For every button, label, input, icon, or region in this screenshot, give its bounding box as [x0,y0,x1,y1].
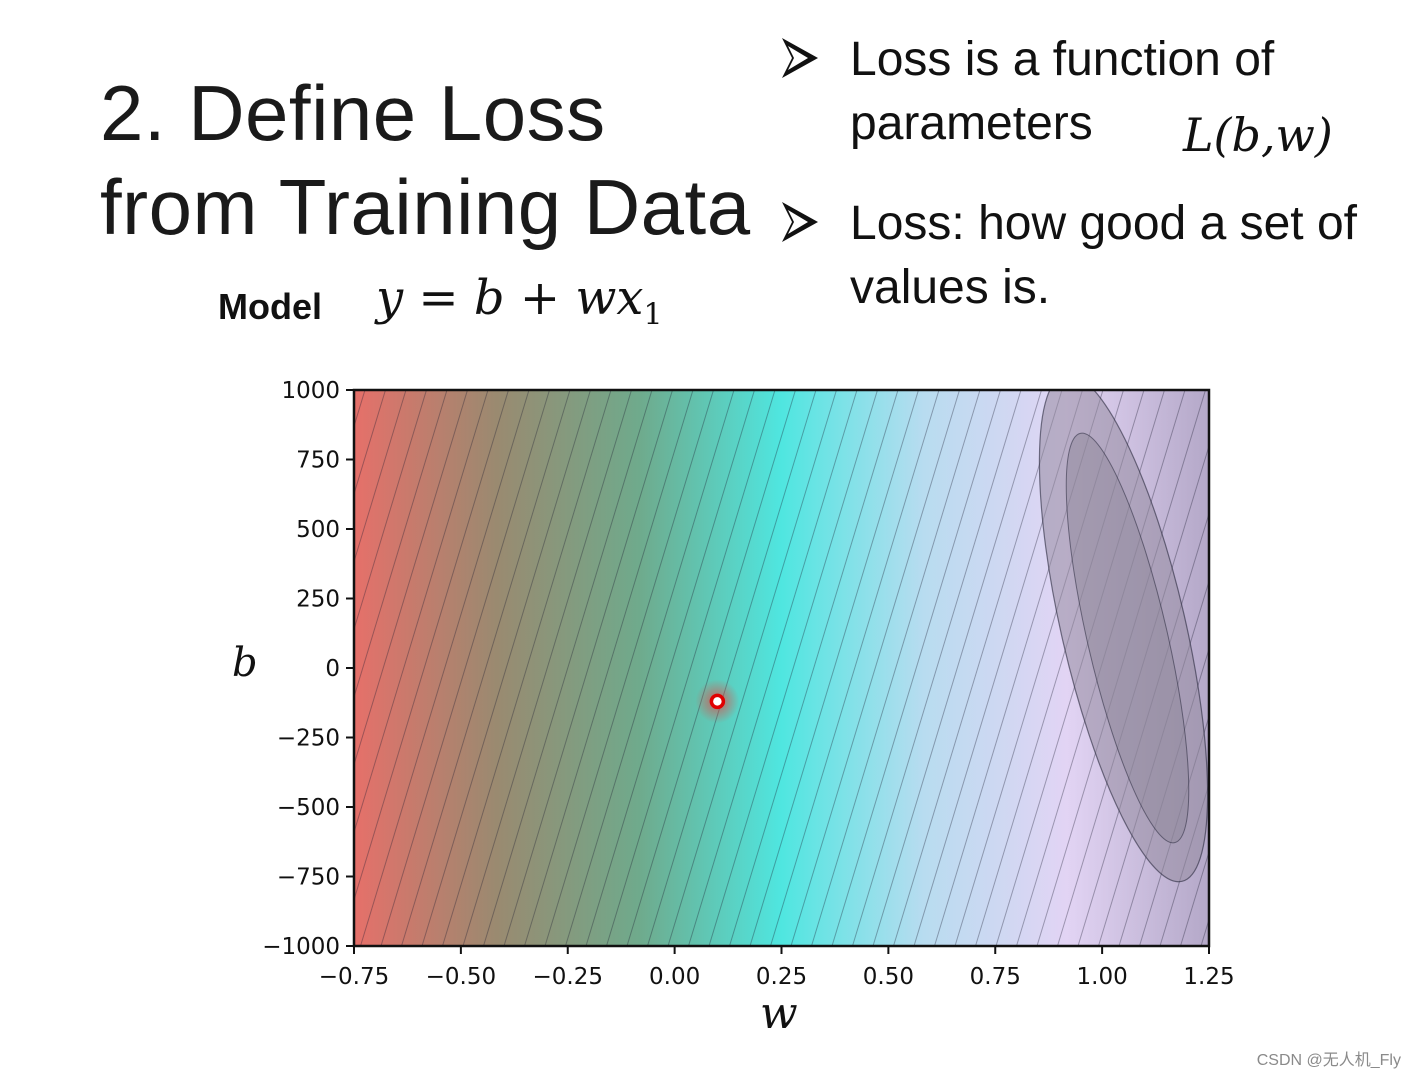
contour-line [354,390,448,699]
bullet-loss-meaning: Loss: how good a set of values is. [780,192,1400,320]
minimum-region [1038,390,1209,883]
slide-title-line2: from Training Data [100,163,751,251]
marker-layer [695,679,740,724]
y-tick-label: −250 [277,726,340,752]
x-tick-label: 0.00 [649,964,700,990]
contour-line [354,390,468,767]
model-label: Model [218,286,322,327]
contour-line [354,390,386,496]
contour-line [380,390,550,946]
x-axis: −0.75 −0.50 −0.25 0.00 0.25 0.50 0.75 1.00 1.25 [319,946,1235,990]
contour-line [354,390,489,834]
contour-line [770,390,940,946]
model-equation: y = b + wx1 [376,270,663,333]
x-tick-label: −0.75 [319,964,389,990]
contour-line [354,390,427,631]
contour-line [626,390,796,946]
contour-line [606,390,776,946]
y-tick-label: 500 [296,517,340,543]
contour-line [401,390,571,946]
contour-line [811,390,981,946]
contour-line [749,390,919,946]
contour-line [667,390,837,946]
contour-lines [115,390,1410,946]
contour-line [483,390,653,946]
contour-line [790,390,960,946]
contour-line [354,390,407,564]
current-parameter-marker [709,693,726,710]
contour-line [115,390,283,946]
bullet-list: Loss is a function of parameters Loss: h… [780,28,1400,320]
y-tick-label: 0 [325,656,340,682]
x-axis-label: w [760,988,798,1039]
minimum-contour-inner [1065,432,1190,844]
y-tick-label: 1000 [281,378,340,404]
y-axis: 1000 750 500 250 0 −250 −500 −750 −1000 [262,378,354,960]
x-tick-label: −0.25 [533,964,603,990]
arrow-bullet-icon [782,38,818,78]
contour-line [1222,390,1390,946]
loss-formula: L(b,w) [1183,108,1333,162]
contour-line [1200,917,1209,946]
y-tick-label: 250 [296,587,340,613]
contour-line [729,390,899,946]
bullet-text: Loss: how good a set of [850,197,1357,250]
arrow-bullet-icon [782,202,818,242]
contour-line [354,390,509,902]
contour-line [503,390,673,946]
contour-line [852,390,1022,946]
y-tick-label: −500 [277,795,340,821]
x-tick-label: 0.75 [970,964,1021,990]
contour-line [565,390,735,946]
bullet-text: parameters [850,97,1093,150]
model-equation-main: y = b + wx [376,270,644,326]
x-tick-label: 1.25 [1183,964,1234,990]
x-tick-label: 0.50 [863,964,914,990]
contour-line [708,390,878,946]
contour-line [524,390,694,946]
bullet-text: values is. [850,261,1051,314]
bullet-loss-function: Loss is a function of parameters [780,28,1400,156]
plot-area [115,390,1410,946]
contour-line [872,390,1042,946]
bullet-text: Loss is a function of [850,33,1275,86]
slide-title-line1: 2. Define Loss [100,69,606,157]
contour-line [831,390,1001,946]
watermark: CSDN @无人机_Fly [1256,1052,1401,1069]
contour-line [462,390,632,946]
x-tick-label: 0.25 [756,964,807,990]
y-tick-label: −750 [277,865,340,891]
contour-line [893,390,1063,946]
contour-line [688,390,858,946]
slide-title: 2. Define Loss from Training Data [100,66,751,254]
contour-line [360,390,530,946]
x-tick-label: 1.00 [1077,964,1128,990]
contour-line [421,390,591,946]
y-tick-label: 750 [296,448,340,474]
y-axis-label: b [232,640,258,686]
x-tick-label: −0.50 [426,964,496,990]
contour-line [442,390,612,946]
y-tick-label: −1000 [262,934,340,960]
contour-line [1242,390,1410,946]
minimum-contour-outer [1038,390,1209,883]
contour-line [135,390,303,946]
contour-line [647,390,817,946]
contour-line [585,390,755,946]
model-equation-subscript: 1 [643,297,663,333]
contour-line [544,390,714,946]
